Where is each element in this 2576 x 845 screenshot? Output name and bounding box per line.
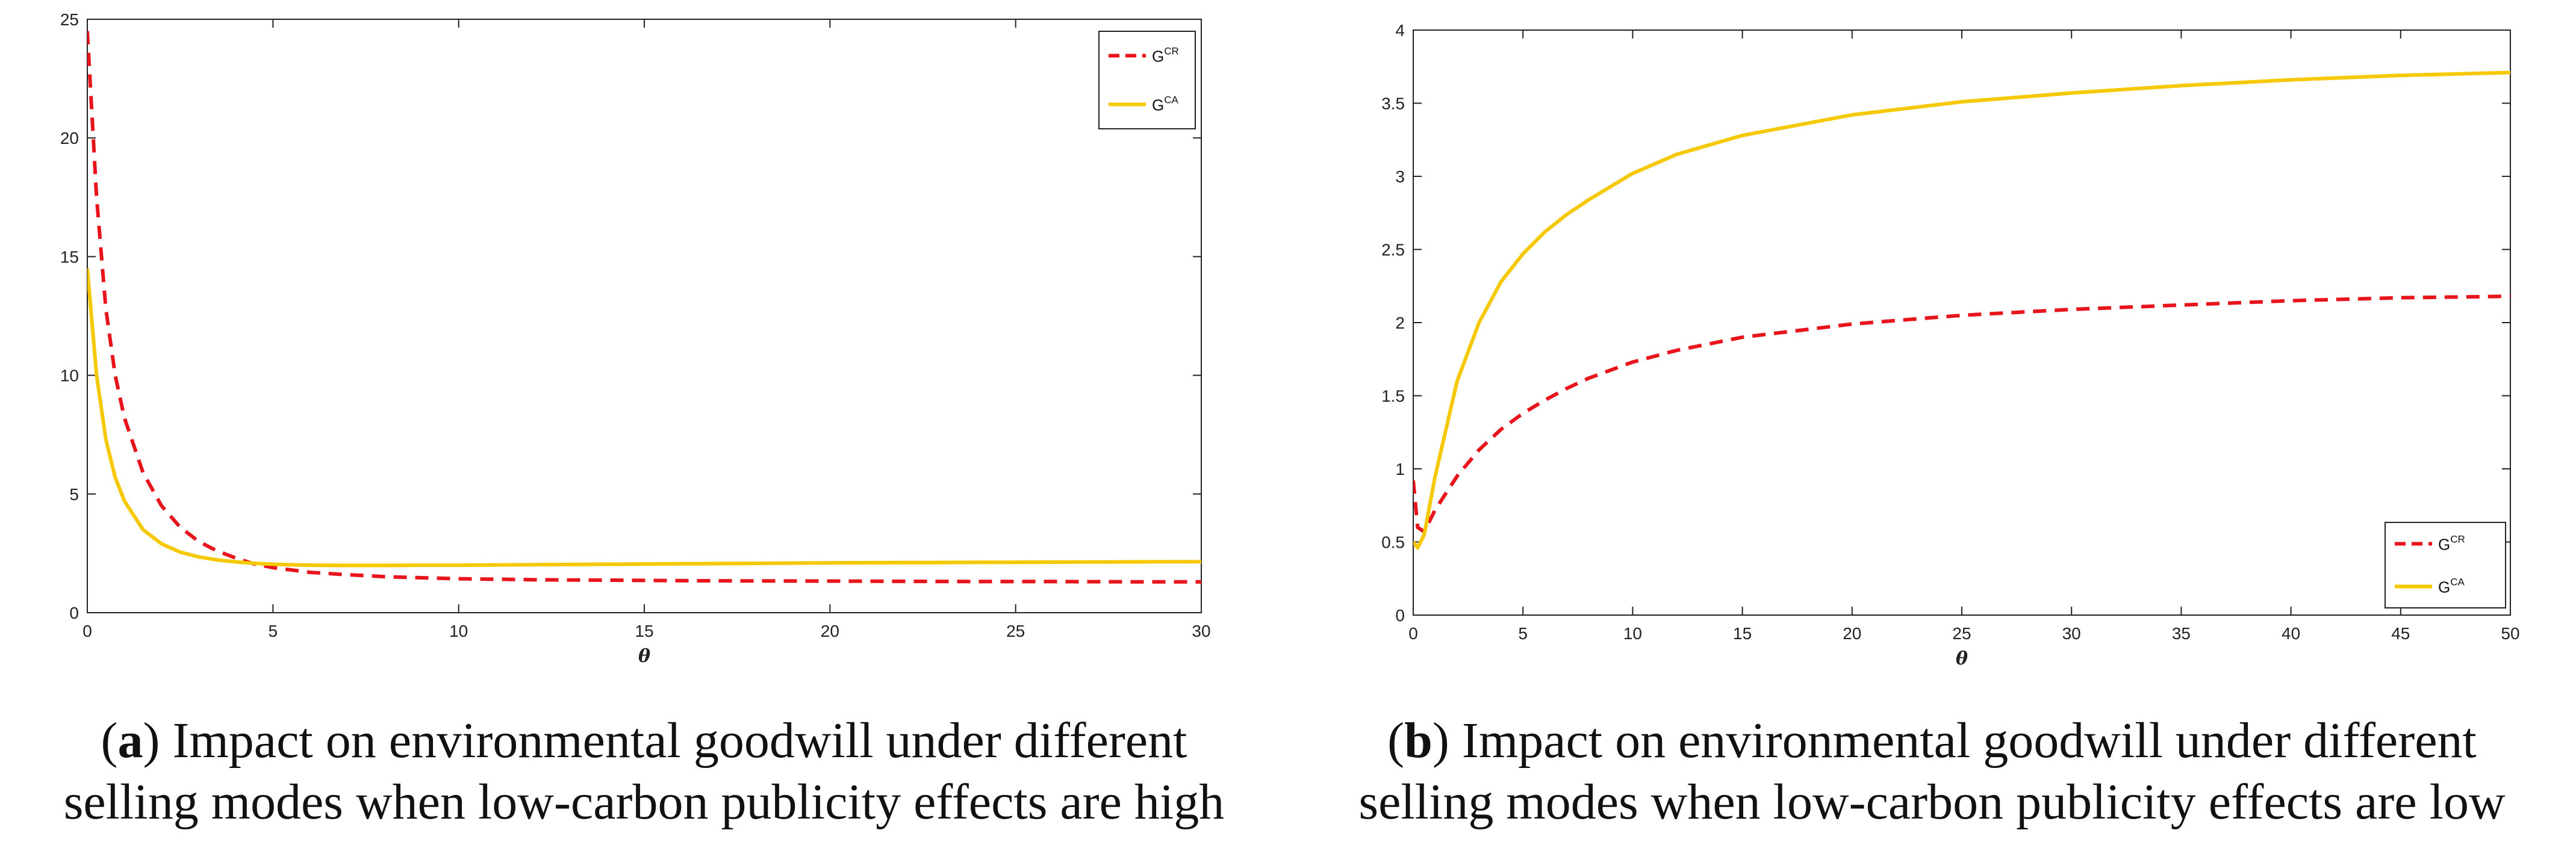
y-tick-label: 0	[69, 604, 79, 622]
caption-a: (a) Impact on environmental goodwill und…	[0, 710, 1288, 833]
x-tick-label: 20	[821, 622, 839, 640]
caption-a-line2: selling modes when low-carbon publicity …	[63, 774, 1225, 830]
y-tick-label: 2.5	[1381, 241, 1405, 259]
y-tick-label: 25	[60, 10, 79, 29]
x-tick-label: 25	[1952, 624, 1971, 643]
series-line-cr	[1413, 294, 2510, 534]
caption-b-line1-text: ) Impact on environmental goodwill under…	[1432, 713, 2477, 769]
x-tick-label: 0	[1408, 624, 1418, 643]
plot-frame	[1413, 29, 2511, 616]
x-tick-label: 30	[1192, 622, 1210, 640]
x-tick-label: 40	[2282, 624, 2300, 643]
y-tick-label: 4	[1395, 21, 1405, 40]
x-tick-label: 35	[2172, 624, 2191, 643]
caption-a-line1-text: ) Impact on environmental goodwill under…	[143, 713, 1187, 769]
caption-b: (b) Impact on environmental goodwill und…	[1288, 710, 2576, 833]
y-tick-label: 15	[60, 247, 79, 266]
caption-a-line1: (a) Impact on environmental goodwill und…	[101, 713, 1187, 769]
x-tick-label: 5	[1518, 624, 1528, 643]
series-line-ca	[87, 268, 1201, 568]
legend-label-ca: GCA	[2438, 577, 2465, 596]
x-axis-label: θ	[638, 646, 650, 667]
y-tick-label: 1	[1395, 460, 1405, 478]
plot-frame	[87, 19, 1202, 613]
x-tick-label: 15	[1733, 624, 1752, 643]
legend-label-cr: GCR	[1152, 46, 1179, 66]
y-tick-label: 0.5	[1381, 533, 1405, 552]
chart-b: 0 5 10 15 20 25 30 35 40 45 50 0 0.5 1 1.5 2 2.5 3 3.5 4 θ GC…	[1381, 21, 2520, 669]
x-tick-label: 0	[82, 622, 92, 640]
figure-panel-b: 0 5 10 15 20 25 30 35 40 45 50 0 0.5 1 1.5 2 2.5 3 3.5 4 θ GC…	[1288, 0, 2576, 845]
x-tick-label: 30	[2062, 624, 2081, 643]
legend-box	[1098, 31, 1196, 129]
x-tick-label: 10	[449, 622, 468, 640]
y-tick-label: 2	[1395, 314, 1405, 332]
x-axis-label: θ	[1956, 648, 1968, 669]
series-line-cr	[87, 31, 1201, 584]
chart-a: 0 5 10 15 20 25 30 0 5 10 15 20 25 θ GCR GCA	[60, 10, 1211, 667]
x-tick-label: 20	[1843, 624, 1861, 643]
caption-b-line2: selling modes when low-carbon publicity …	[1358, 774, 2506, 830]
x-tick-label: 25	[1006, 622, 1025, 640]
x-tick-label: 15	[635, 622, 653, 640]
y-tick-label: 10	[60, 367, 79, 385]
legend-label-ca: GCA	[1152, 94, 1179, 114]
figure-panel-a: 0 5 10 15 20 25 30 0 5 10 15 20 25 θ GCR GCA (a) Impact…	[0, 10, 1288, 833]
x-tick-label: 50	[2501, 624, 2519, 643]
legend-box	[2385, 522, 2506, 608]
y-tick-label: 0	[1395, 606, 1405, 625]
y-tick-label: 3	[1395, 167, 1405, 186]
legend-label-cr: GCR	[2438, 534, 2465, 554]
y-tick-label: 1.5	[1381, 387, 1405, 406]
caption-b-line1: (b) Impact on environmental goodwill und…	[1387, 713, 2477, 769]
caption-a-letter: a	[117, 713, 143, 769]
y-tick-label: 20	[60, 129, 79, 147]
y-tick-label: 5	[69, 485, 79, 504]
x-tick-label: 10	[1623, 624, 1642, 643]
x-tick-label: 45	[2391, 624, 2410, 643]
caption-b-letter: b	[1404, 713, 1433, 769]
x-tick-label: 5	[269, 622, 278, 640]
series-line-ca	[1413, 70, 2510, 550]
y-tick-label: 3.5	[1381, 94, 1405, 113]
